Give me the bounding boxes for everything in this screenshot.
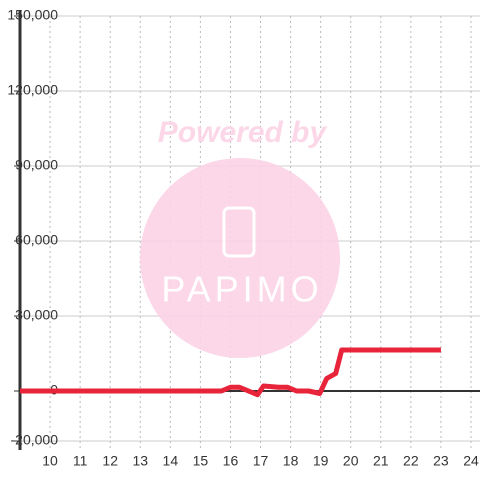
watermark-text: Powered by (158, 116, 328, 149)
watermark-logo: PAPIMO (161, 269, 322, 310)
line-series (20, 347, 441, 398)
watermark-circle (140, 158, 340, 358)
y-tick-label: 60,000 (15, 232, 58, 248)
x-tick-label: 11 (73, 453, 88, 469)
watermark: Powered by PAPIMO (140, 116, 340, 358)
x-tick-label: 16 (223, 453, 239, 469)
y-tick-label: 150,000 (7, 7, 58, 23)
x-tick-label: 10 (42, 453, 58, 469)
x-tick-label: 22 (403, 453, 419, 469)
x-tick-label: 14 (163, 453, 179, 469)
x-tick-label: 24 (463, 453, 479, 469)
x-tick-label: 19 (313, 453, 329, 469)
x-tick-label: 23 (433, 453, 449, 469)
x-tick-label: 12 (102, 453, 118, 469)
x-tick-label: 18 (283, 453, 299, 469)
x-tick-label: 20 (343, 453, 359, 469)
x-tick-label: 17 (253, 453, 269, 469)
x-tick-label: 15 (193, 453, 209, 469)
watermark-phone (222, 206, 256, 258)
x-tick-label: 21 (373, 453, 389, 469)
y-tick-label: 30,000 (15, 307, 58, 323)
y-tick-label: 120,000 (7, 82, 58, 98)
x-tick-label: 13 (132, 453, 148, 469)
y-tick-label: 90,000 (15, 157, 58, 173)
y-tick-label: -20,000 (11, 432, 59, 448)
